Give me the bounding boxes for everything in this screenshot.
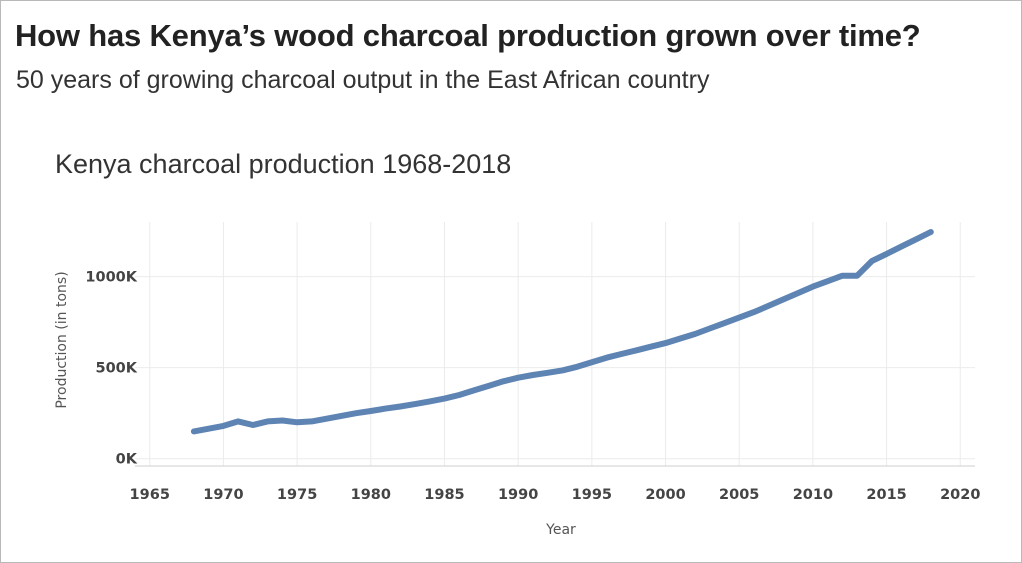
x-axis-title: Year: [545, 522, 576, 538]
x-tick-label: 1970: [203, 487, 243, 503]
x-tick-label: 2000: [645, 487, 685, 503]
x-tick-label: 2015: [866, 487, 906, 503]
series-line: [190, 229, 934, 435]
x-tick-label: 1980: [351, 487, 391, 503]
x-tick-label: 1975: [277, 487, 317, 503]
x-tick-label: 2020: [940, 487, 980, 503]
y-tick-label: 1000K: [85, 270, 137, 286]
x-axis: 1965 1970 1975 1980 1985 1990 1995 2000 2005 2010…: [130, 487, 981, 503]
page-subtitle: 50 years of growing charcoal output in t…: [16, 66, 710, 94]
x-tick-label: 1990: [498, 487, 538, 503]
y-tick-label: 500K: [95, 361, 137, 377]
page-title: How has Kenya’s wood charcoal production…: [15, 18, 921, 53]
x-tick-label: 1995: [572, 487, 612, 503]
chart-title: Kenya charcoal production 1968-2018: [55, 149, 511, 179]
y-tick-label: 0K: [116, 452, 138, 468]
x-tick-label: 1965: [130, 487, 170, 503]
x-tick-label: 2005: [719, 487, 759, 503]
y-axis-title: Production (in tons): [54, 271, 70, 408]
x-tick-label: 1985: [424, 487, 464, 503]
y-axis: 0K 500K 1000K: [85, 270, 137, 468]
x-tick-label: 2010: [793, 487, 833, 503]
chart-grid: [135, 222, 975, 466]
